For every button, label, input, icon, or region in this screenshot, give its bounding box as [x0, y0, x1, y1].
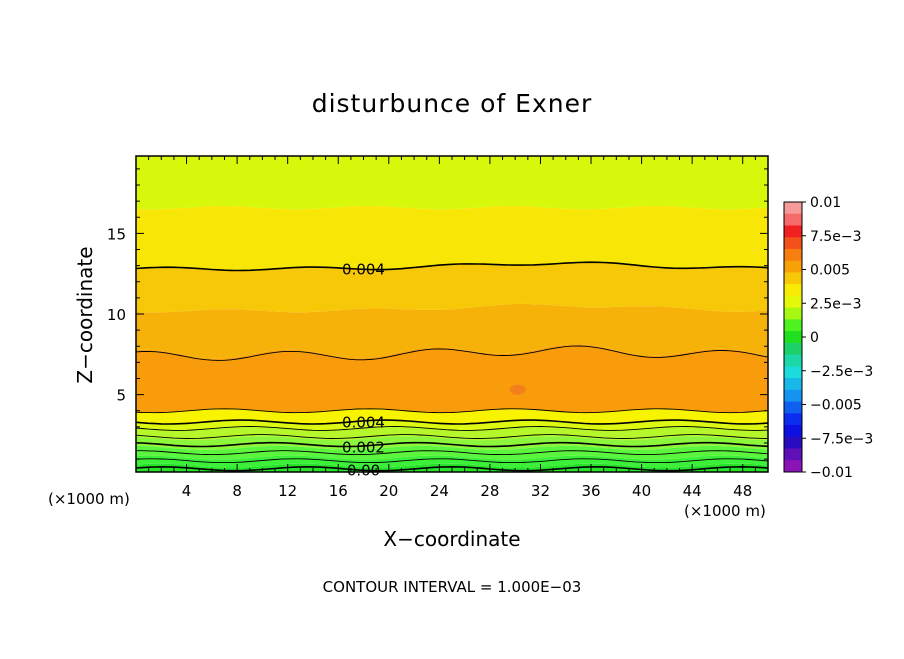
contour-lines	[135, 261, 769, 472]
contour-band	[136, 206, 768, 271]
contour-band	[136, 262, 768, 313]
colorbar-swatch	[784, 295, 802, 309]
contour-band	[136, 156, 768, 210]
colorbar: 0.01 7.5e−3 0.005 2.5e−3 0 −2.5e−3 −0.005 −7.5e…	[783, 195, 873, 481]
colorbar-swatch	[784, 260, 802, 273]
x-tick-label: 16	[329, 482, 348, 500]
colorbar-swatch	[784, 448, 802, 461]
colorbar-swatch	[784, 237, 802, 250]
contour-band	[136, 303, 768, 359]
contour-band	[136, 344, 768, 413]
contour-line	[135, 261, 769, 272]
colorbar-label: −7.5e−3	[810, 431, 873, 447]
contour-label: 0.004	[342, 260, 385, 278]
x-tick-label: 28	[480, 482, 499, 500]
contour-band	[136, 408, 768, 424]
x-axis: 4 8 12 16 20 24 28 32 36 40 44 48	[148, 156, 756, 500]
x-tick-label: 4	[182, 482, 192, 500]
contour-line	[135, 441, 769, 448]
contour-line	[135, 434, 769, 439]
colorbar-swatch	[784, 413, 802, 426]
contour-label-text: 0.002	[342, 439, 385, 457]
contour-band	[136, 463, 768, 472]
contour-line	[135, 408, 769, 414]
contour-interval-note: CONTOUR INTERVAL = 1.000E−03	[323, 578, 582, 596]
x-tick-label: 40	[632, 482, 651, 500]
colorbar-label: 7.5e−3	[810, 229, 862, 245]
contour-line	[135, 345, 769, 361]
colorbar-label: 2.5e−3	[810, 296, 862, 312]
colorbar-swatch	[784, 366, 802, 379]
x-tick-label: 32	[531, 482, 550, 500]
contour-line	[135, 426, 769, 431]
colorbar-label: 0	[810, 330, 819, 346]
colorbar-swatch	[784, 284, 802, 297]
y-tick-label: 10	[107, 306, 126, 324]
colorbar-swatch	[784, 331, 802, 344]
colorbar-swatch	[784, 342, 802, 356]
colorbar-swatch	[784, 460, 802, 473]
x-tick-label: 24	[430, 482, 449, 500]
colorbar-swatch	[784, 389, 802, 403]
x-tick-label: 44	[683, 482, 702, 500]
x-unit-right: (×1000 m)	[684, 502, 766, 520]
colorbar-label: −2.5e−3	[810, 364, 873, 380]
x-unit-left: (×1000 m)	[48, 490, 130, 508]
y-axis: 5 10 15	[107, 168, 768, 460]
x-tick-label: 20	[379, 482, 398, 500]
colorbar-swatch	[784, 307, 802, 320]
colorbar-swatch	[784, 319, 802, 332]
y-axis-title: Z−coordinate	[73, 246, 97, 383]
contour-band	[136, 445, 768, 460]
colorbar-label: −0.005	[810, 398, 862, 414]
colorbar-label: −0.01	[810, 465, 853, 481]
colorbar-swatch	[784, 354, 802, 367]
colorbar-swatch	[784, 248, 802, 262]
chart-title: disturbunce of Exner	[312, 89, 593, 118]
contour-line	[135, 465, 769, 472]
contour-line	[136, 450, 769, 456]
contour-line	[135, 419, 769, 425]
colorbar-label: 0.005	[810, 263, 850, 279]
y-tick-label: 5	[116, 387, 126, 405]
colorbar-label: 0.01	[810, 195, 841, 211]
y-tick-label: 15	[107, 225, 126, 243]
colorbar-swatch	[784, 225, 802, 238]
contour-bands	[136, 156, 768, 472]
colorbar-swatch	[784, 425, 802, 438]
colorbar-swatch	[784, 272, 802, 285]
colorbar-swatch	[784, 378, 802, 391]
x-tick-label: 48	[733, 482, 752, 500]
x-axis-title: X−coordinate	[383, 527, 520, 551]
colorbar-swatch	[784, 436, 802, 450]
contour-line	[135, 458, 769, 464]
local-max-blob	[509, 384, 526, 395]
x-tick-label: 36	[581, 482, 600, 500]
x-tick-label: 12	[278, 482, 297, 500]
contour-label-text: 0.004	[342, 260, 385, 278]
contour-band	[136, 420, 768, 431]
colorbar-swatch	[784, 202, 802, 215]
contour-band	[136, 426, 768, 441]
contour-label: 0.002	[342, 439, 385, 457]
colorbar-swatch	[784, 213, 802, 226]
x-tick-label: 8	[232, 482, 242, 500]
contour-label-text: 0.004	[342, 414, 385, 432]
contour-label: 0.004	[342, 414, 385, 432]
colorbar-swatch	[784, 401, 802, 414]
